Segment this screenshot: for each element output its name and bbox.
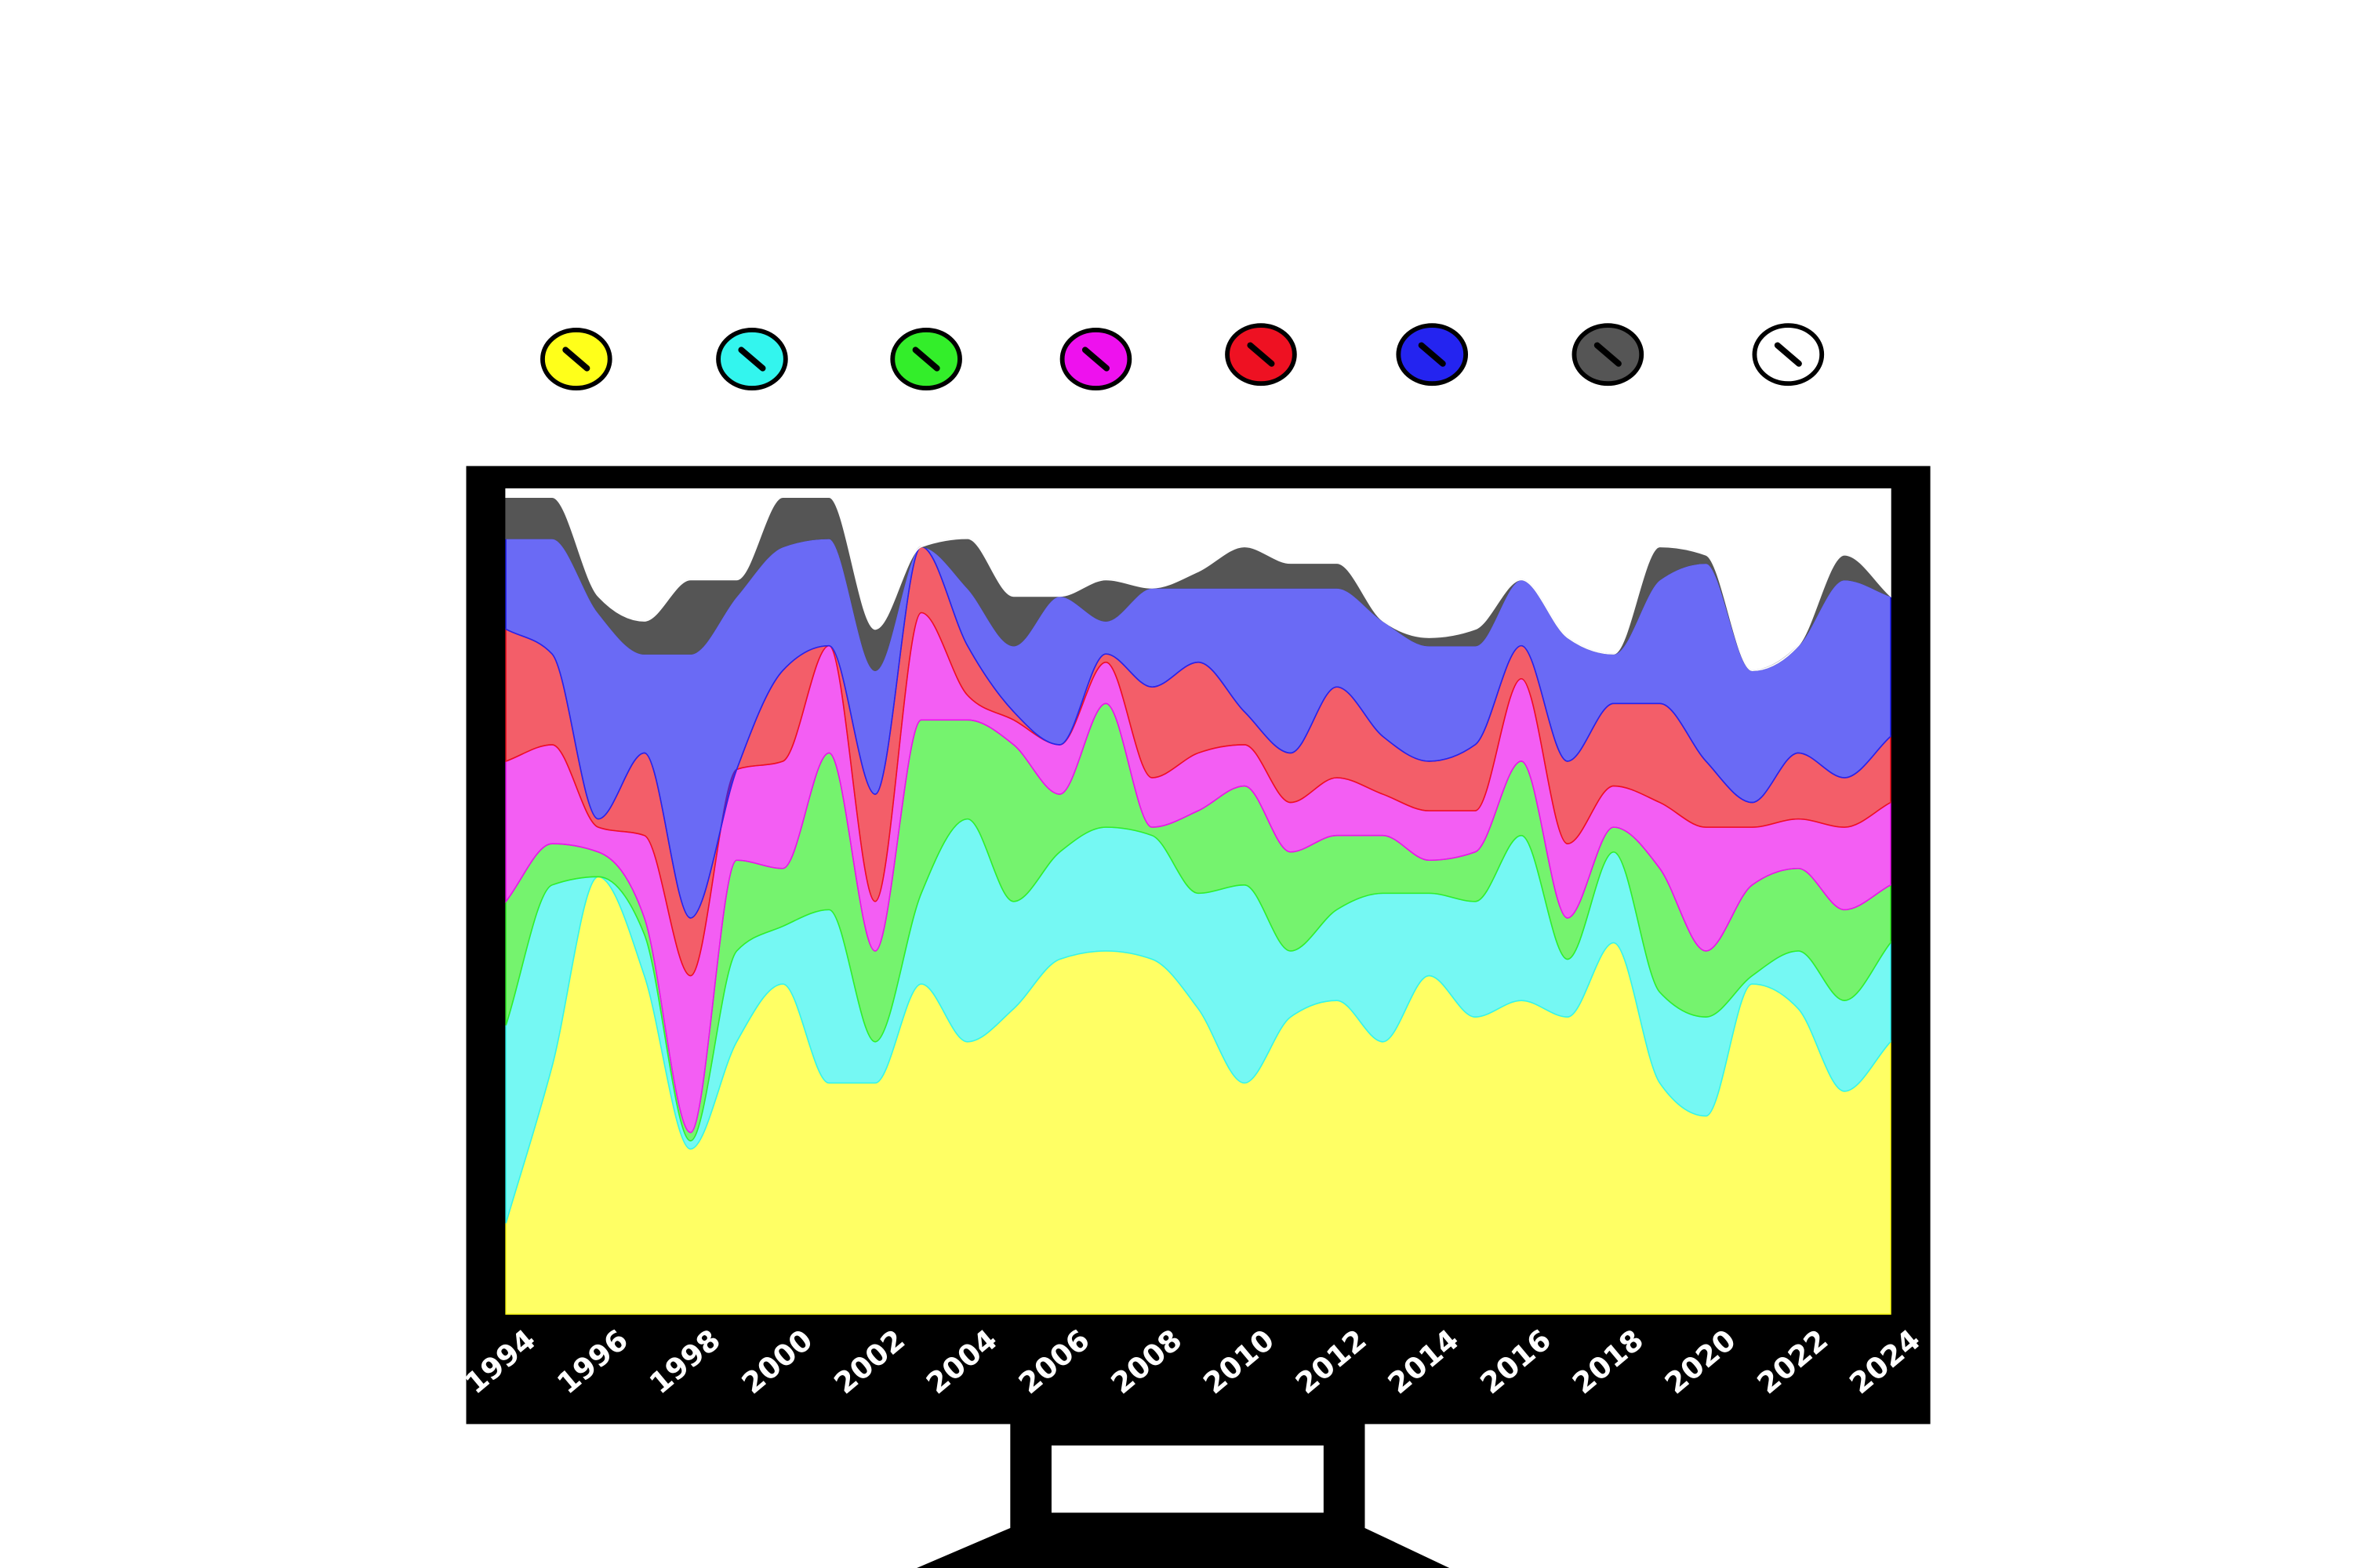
legend-slash: [1593, 342, 1622, 367]
legend-toggle[interactable]: [890, 328, 962, 390]
legend-slash: [562, 347, 590, 372]
legend-toggle[interactable]: [540, 328, 612, 390]
legend-slash: [1774, 342, 1802, 367]
legend-toggle[interactable]: [1059, 328, 1132, 390]
area: [505, 488, 1891, 671]
legend-toggle[interactable]: [716, 328, 788, 390]
legend-slash: [912, 347, 940, 372]
monitor-base: [917, 1527, 1450, 1568]
neck-hole: [1051, 1445, 1324, 1513]
legend-toggle[interactable]: [1225, 323, 1297, 387]
legend-toggle[interactable]: [1396, 323, 1469, 387]
areas: [505, 488, 1891, 1315]
legend-toggle[interactable]: [1752, 323, 1825, 387]
legend-toggle[interactable]: [1571, 323, 1644, 387]
legend: [540, 323, 1825, 390]
legend-slash: [1418, 342, 1446, 367]
legend-slash: [738, 347, 766, 372]
legend-slash: [1247, 342, 1275, 367]
legend-slash: [1081, 347, 1110, 372]
